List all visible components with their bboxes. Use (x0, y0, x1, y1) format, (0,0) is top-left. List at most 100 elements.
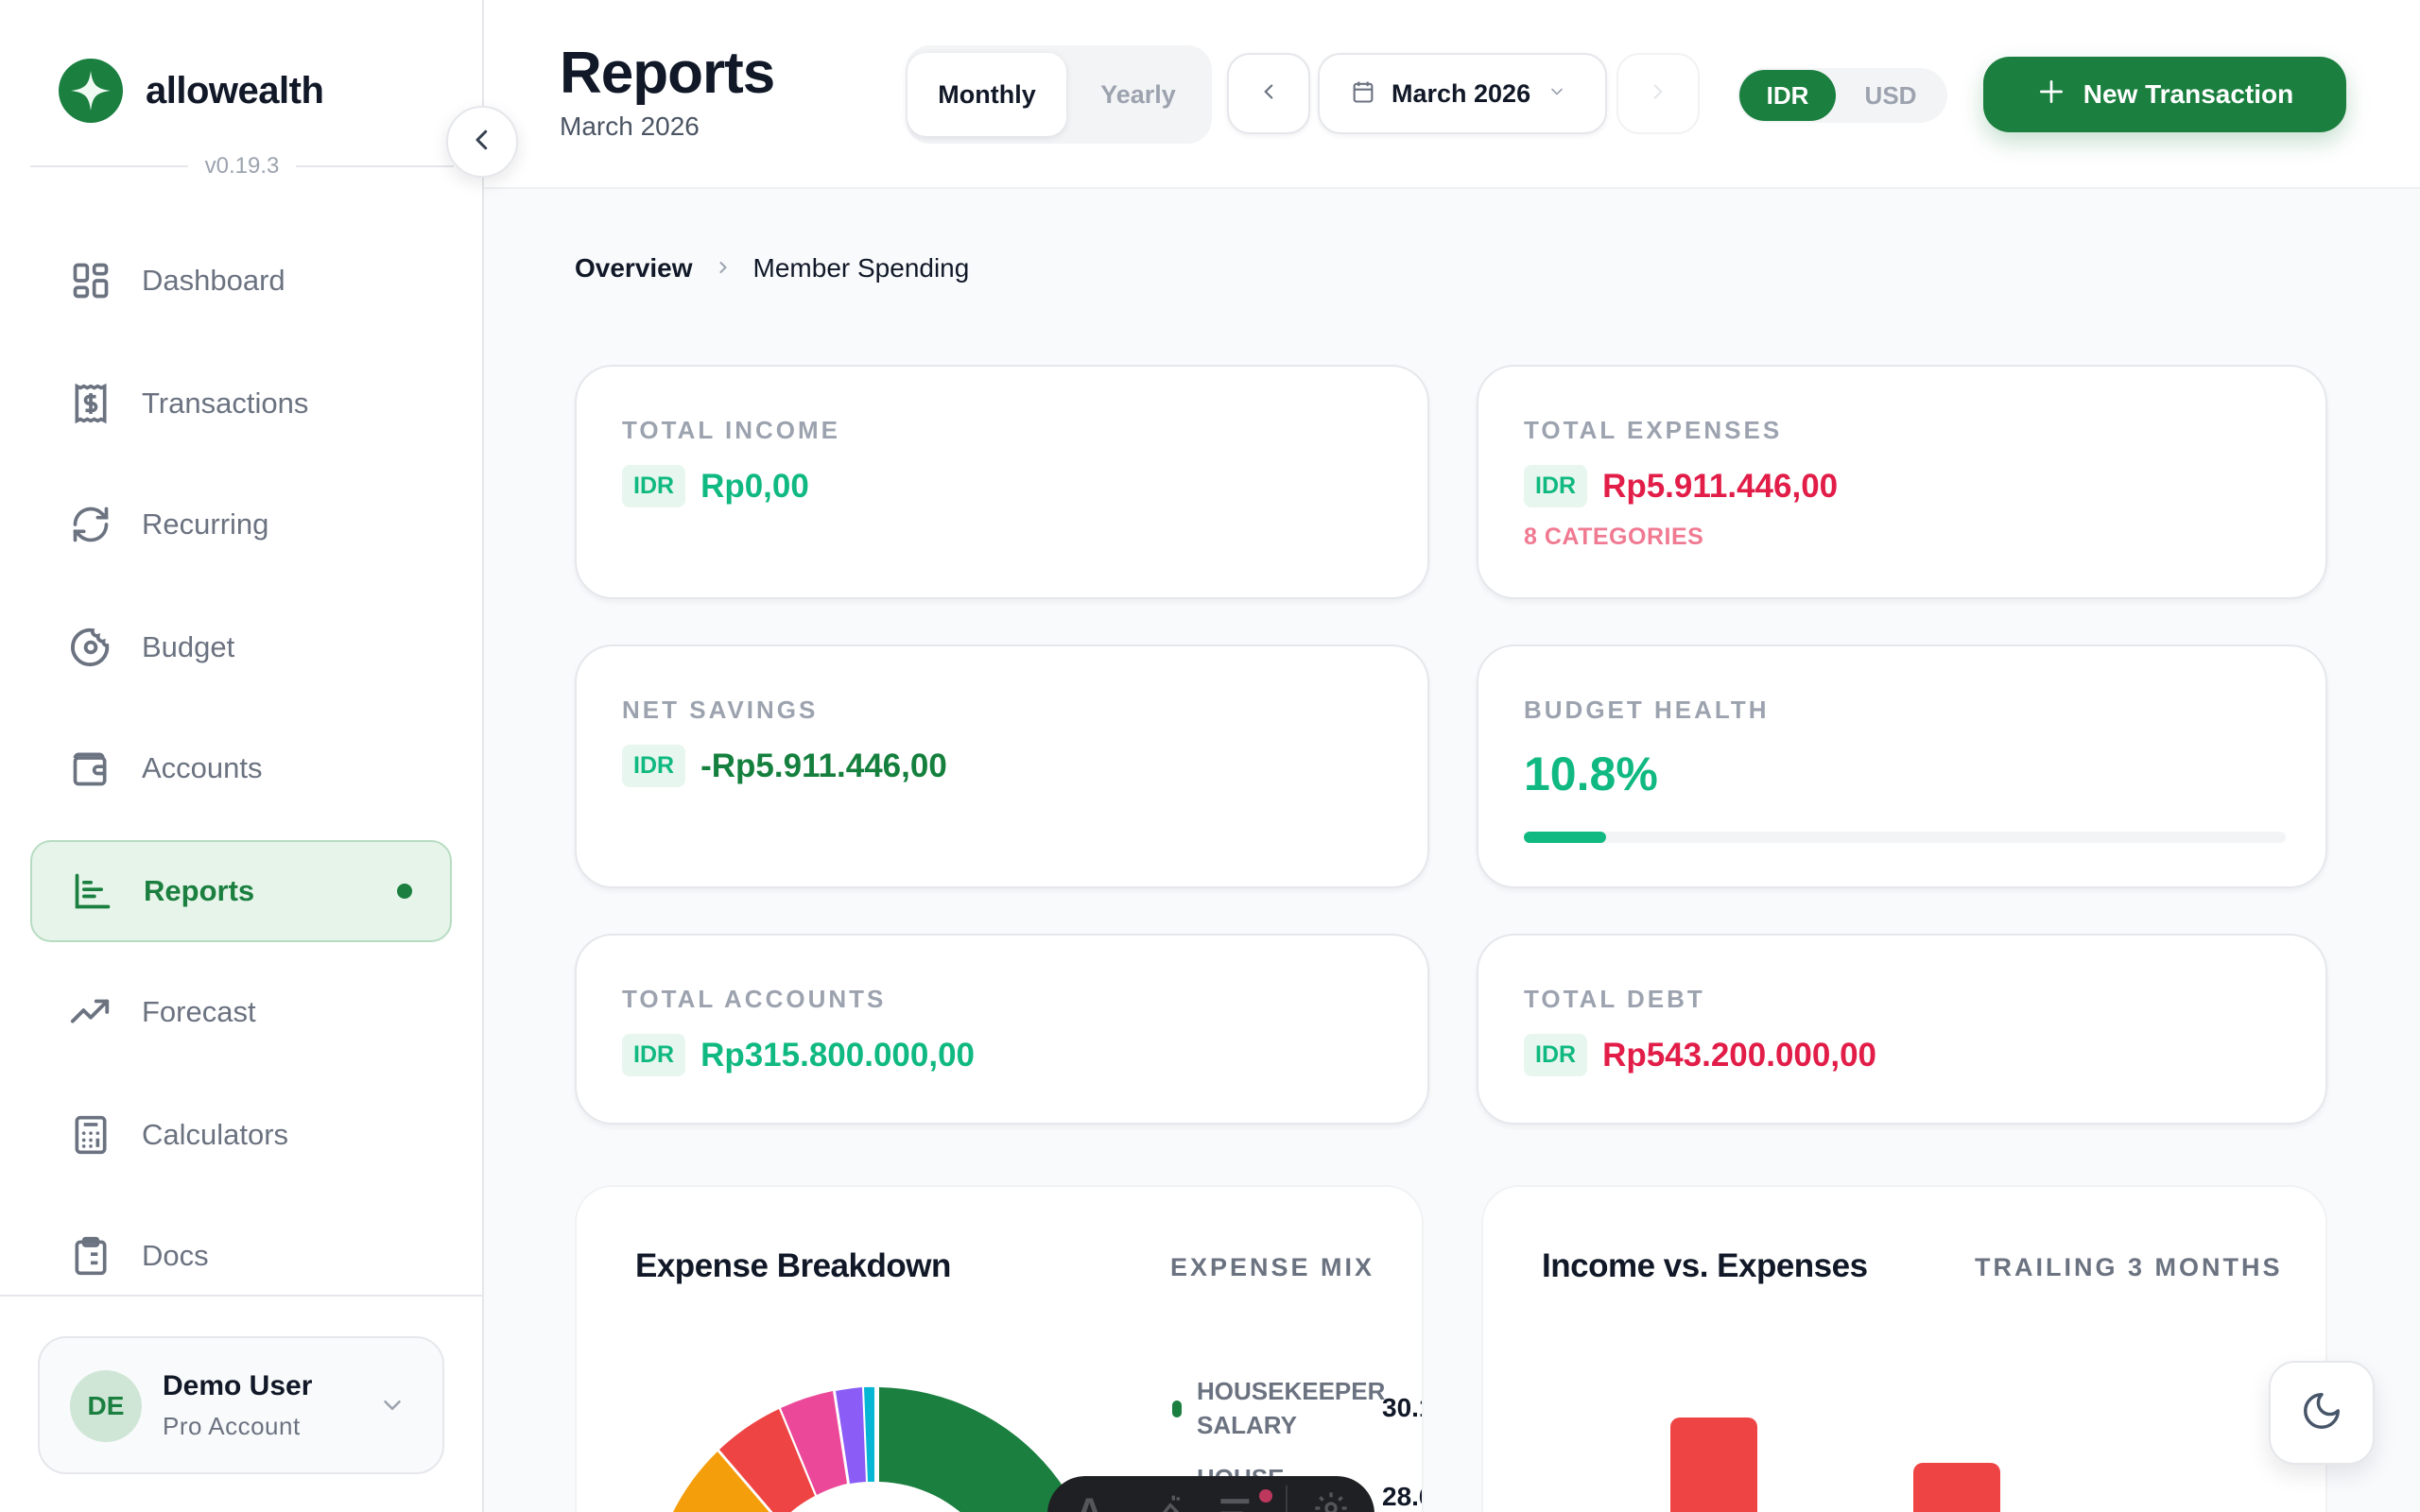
budget-health-value: 10.8% (1524, 747, 1658, 800)
calculator-icon (68, 1112, 113, 1158)
total-accounts-card: TOTAL ACCOUNTS IDR Rp315.800.000,00 (575, 934, 1429, 1125)
period-toggle: Monthly Yearly (906, 45, 1212, 144)
brush-tool-icon[interactable] (1151, 1489, 1189, 1512)
categories-count: 8 CATEGORIES (1524, 524, 1704, 550)
wallet-icon (68, 746, 113, 791)
expense-bar[interactable] (1913, 1463, 2000, 1512)
collapse-sidebar-button[interactable] (446, 106, 518, 178)
floating-toolbar[interactable]: A (1047, 1476, 1374, 1512)
text-tool-icon[interactable]: A (1076, 1491, 1103, 1512)
sidebar-item-transactions[interactable]: Transactions (30, 352, 452, 455)
sidebar-item-label: Calculators (142, 1118, 289, 1151)
moon-icon (2300, 1389, 2343, 1437)
card-label: BUDGET HEALTH (1524, 696, 1770, 724)
card-value: -Rp5.911.446,00 (700, 747, 947, 784)
tab-monthly[interactable]: Monthly (908, 53, 1066, 136)
previous-period-button[interactable] (1227, 53, 1310, 134)
expense-donut-chart[interactable] (577, 1187, 1424, 1512)
chevron-down-icon (1547, 82, 1566, 106)
sidebar-item-forecast[interactable]: Forecast (30, 961, 452, 1063)
clipboard-list-icon (68, 1233, 113, 1279)
currency-toggle: IDR USD (1737, 68, 1947, 123)
currency-usd-button[interactable]: USD (1864, 80, 1917, 110)
chart-tag: EXPENSE MIX (1170, 1253, 1375, 1281)
divider (1286, 1486, 1288, 1512)
legend-percent: 30.1% (1382, 1393, 1422, 1422)
sidebar-item-label: Accounts (142, 751, 263, 784)
total-debt-card: TOTAL DEBT IDR Rp543.200.000,00 (1477, 934, 2327, 1125)
breadcrumb-overview[interactable]: Overview (575, 253, 693, 283)
active-indicator-dot (397, 884, 412, 899)
app-version: v0.19.3 (204, 153, 280, 179)
refresh-cycle-icon (68, 502, 113, 547)
card-label: TOTAL DEBT (1524, 985, 1705, 1013)
breadcrumb: Overview Member Spending (575, 253, 969, 284)
chart-tag: TRAILING 3 MONTHS (1975, 1253, 2283, 1281)
total-expenses-card: TOTAL EXPENSES IDR Rp5.911.446,00 8 CATE… (1477, 365, 2327, 599)
chart-title: Expense Breakdown (635, 1247, 951, 1284)
net-savings-card: NET SAVINGS IDR -Rp5.911.446,00 (575, 644, 1429, 888)
currency-badge: IDR (622, 1034, 686, 1076)
currency-idr-button[interactable]: IDR (1739, 70, 1836, 121)
divider (296, 165, 455, 167)
user-name: Demo User (163, 1370, 313, 1401)
budget-health-progress (1524, 832, 2286, 843)
page-title: Reports (560, 41, 775, 106)
sidebar-item-label: Forecast (142, 995, 256, 1028)
income-vs-expenses-card: Income vs. Expenses TRAILING 3 MONTHS (1481, 1185, 2327, 1512)
card-value-row: IDR Rp315.800.000,00 (622, 1034, 975, 1076)
legend-item[interactable]: HOUSEKEEPER SALARY 30.1% (1172, 1372, 1422, 1448)
legend-color-dot (1172, 1400, 1182, 1418)
sidebar-item-label: Transactions (142, 387, 309, 420)
divider (0, 1295, 482, 1297)
notification-dot (1259, 1489, 1272, 1503)
card-value-row: IDR Rp5.911.446,00 (1524, 465, 1838, 507)
chart-title: Income vs. Expenses (1542, 1247, 1868, 1284)
card-label: TOTAL ACCOUNTS (622, 985, 887, 1013)
gear-icon[interactable] (1312, 1489, 1350, 1512)
sidebar-item-dashboard[interactable]: Dashboard (30, 230, 452, 332)
sidebar-item-label: Budget (142, 630, 235, 663)
currency-badge: IDR (1524, 1034, 1588, 1076)
breadcrumb-member-spending: Member Spending (752, 253, 970, 283)
version-row: v0.19.3 (30, 151, 455, 181)
sidebar-item-label: Reports (144, 874, 255, 907)
user-menu-button[interactable]: DE Demo User Pro Account (38, 1336, 444, 1474)
tab-yearly[interactable]: Yearly (1100, 79, 1176, 109)
sidebar-item-budget[interactable]: Budget (30, 596, 452, 698)
new-transaction-button[interactable]: New Transaction (1983, 57, 2346, 132)
calendar-icon (1350, 78, 1376, 110)
total-income-card: TOTAL INCOME IDR Rp0,00 (575, 365, 1429, 599)
sidebar: allowealth v0.19.3 Dashboard Transaction… (0, 0, 484, 1512)
expense-breakdown-card: Expense Breakdown EXPENSE MIX HOUSEKEEPE… (575, 1185, 1424, 1512)
sidebar-item-accounts[interactable]: Accounts (30, 717, 452, 819)
card-label: TOTAL INCOME (622, 416, 840, 444)
receipt-dollar-icon (68, 381, 113, 426)
next-period-button[interactable] (1616, 53, 1700, 134)
sidebar-item-recurring[interactable]: Recurring (30, 473, 452, 576)
chevron-right-icon (1646, 79, 1670, 109)
bar-chart-icon (70, 868, 115, 914)
sidebar-item-docs[interactable]: Docs (30, 1205, 452, 1307)
sidebar-item-reports[interactable]: Reports (30, 840, 452, 942)
avatar: DE (70, 1370, 142, 1442)
budget-health-card: BUDGET HEALTH 10.8% (1477, 644, 2327, 888)
date-picker-value: March 2026 (1392, 78, 1531, 108)
currency-badge: IDR (1524, 465, 1588, 507)
new-transaction-label: New Transaction (2083, 79, 2294, 109)
expense-bar[interactable] (1670, 1418, 1757, 1512)
trending-up-icon (68, 989, 113, 1035)
chevron-right-icon (714, 253, 733, 284)
card-value: Rp5.911.446,00 (1602, 467, 1839, 505)
currency-badge: IDR (622, 745, 686, 787)
sidebar-item-calculators[interactable]: Calculators (30, 1084, 452, 1186)
divider (30, 165, 188, 167)
date-picker-button[interactable]: March 2026 (1318, 53, 1607, 134)
dashboard-grid-icon (68, 258, 113, 303)
theme-toggle-button[interactable] (2269, 1361, 2375, 1465)
list-tool-icon[interactable] (1218, 1495, 1255, 1512)
sparkle-logo-icon (59, 59, 123, 123)
sidebar-item-label: Recurring (142, 507, 269, 541)
app-logo[interactable]: allowealth (59, 59, 324, 123)
card-value-row: IDR Rp543.200.000,00 (1524, 1034, 1876, 1076)
